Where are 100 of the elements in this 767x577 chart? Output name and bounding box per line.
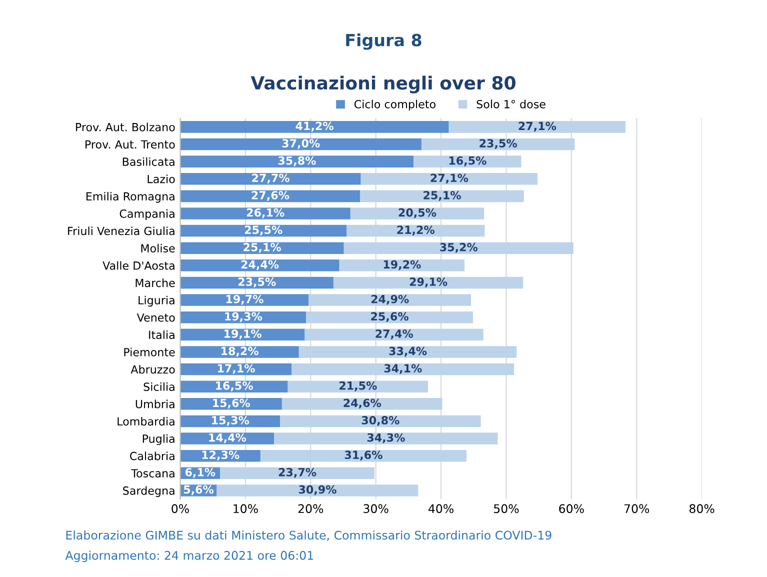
data-label: 27,1% <box>430 174 468 184</box>
data-label: 21,5% <box>340 381 377 392</box>
data-label: 16,5% <box>216 381 253 392</box>
data-label: 21,2% <box>397 226 435 236</box>
bar <box>448 121 626 133</box>
data-label: 23,5% <box>238 278 276 288</box>
y-tick-label: Italia <box>149 330 174 340</box>
data-label: 23,7% <box>278 468 316 478</box>
bar <box>360 172 538 185</box>
data-label: 27,6% <box>252 191 290 201</box>
bar <box>304 328 484 341</box>
bar <box>180 121 449 133</box>
data-label: 24,6% <box>344 398 382 409</box>
y-tick-label: Marche <box>136 278 175 288</box>
y-tick-label: Umbria <box>136 400 174 408</box>
y-tick-label: Toscana <box>131 469 174 478</box>
data-label: 25,1% <box>244 242 281 253</box>
y-tick-label: Molise <box>141 244 175 252</box>
bar <box>180 260 340 272</box>
data-label: 26,1% <box>246 208 284 218</box>
data-label: 19,2% <box>384 260 421 270</box>
data-label: 27,1% <box>518 122 556 132</box>
text: Elaborazione GIMBE su dati Ministero Salute, Commissario Straordinario COVID-19 <box>66 530 552 541</box>
data-label: 27,7% <box>252 174 290 184</box>
y-tick-label: Friuli Venezia Giulia <box>68 226 174 236</box>
y-tick-label: Prov. Aut. Bolzano <box>76 122 175 132</box>
bar <box>180 138 422 150</box>
data-label: 27,4% <box>376 329 414 340</box>
bar <box>344 242 574 254</box>
x-tick-label: 50% <box>494 504 519 514</box>
y-tick-label: Puglia <box>142 434 174 446</box>
x-tick-label: 80% <box>689 504 714 514</box>
bar <box>298 346 517 358</box>
bar <box>350 208 484 220</box>
x-tick-label: 40% <box>428 504 454 514</box>
y-tick-label: Emilia Romagna <box>86 192 174 203</box>
data-label: 25,6% <box>371 312 408 322</box>
y-tick-label: Sicilia <box>144 382 174 391</box>
data-label: 25,1% <box>424 191 461 201</box>
y-tick-label: Veneto <box>136 313 175 322</box>
y-tick-label: Prov. Aut. Trento <box>86 140 175 149</box>
data-label: 41,2% <box>296 122 334 132</box>
bar <box>346 224 485 237</box>
y-tick-label: Lombardia <box>118 416 174 426</box>
x-tick-label: 60% <box>559 504 584 514</box>
data-label: 35,2% <box>440 242 478 253</box>
bar <box>339 260 464 272</box>
bar <box>216 484 418 496</box>
data-label: 12,3% <box>202 450 240 460</box>
bar <box>180 224 346 237</box>
bar <box>220 467 375 480</box>
x-tick-label: 70% <box>624 504 650 514</box>
data-label: 24,4% <box>241 260 279 270</box>
y-tick-label: Lazio <box>148 174 175 184</box>
data-label: 34,3% <box>367 433 405 444</box>
bar <box>180 208 350 220</box>
x-tick-label: 20% <box>298 504 324 514</box>
bar <box>180 380 288 392</box>
data-label: 29,1% <box>410 278 448 288</box>
bar <box>360 190 524 202</box>
data-label: 19,3% <box>225 312 262 322</box>
bar <box>274 432 498 444</box>
bar <box>421 138 575 150</box>
data-label: 23,5% <box>480 139 517 149</box>
bar <box>280 415 481 428</box>
y-tick-label: Abruzzo <box>130 365 175 374</box>
chart-title: Figura 8 <box>346 33 422 50</box>
data-label: 25,5% <box>244 226 282 236</box>
bar <box>180 276 334 289</box>
bar <box>288 380 428 392</box>
data-label: 14,4% <box>209 433 246 444</box>
bar <box>308 294 472 306</box>
bar <box>292 363 514 376</box>
y-tick-label: Calabria <box>130 452 174 460</box>
bar <box>306 311 473 324</box>
text: Aggiornamento: 24 marzo 2021 ore 06:01 <box>65 550 314 562</box>
data-label: 35,8% <box>278 156 316 166</box>
bar <box>180 432 274 444</box>
data-label: 16,5% <box>449 156 486 166</box>
data-label: 24,9% <box>371 294 409 305</box>
data-label: 20,5% <box>398 208 436 218</box>
x-tick-label: 0% <box>172 504 189 514</box>
bar <box>180 172 361 185</box>
data-label: 18,2% <box>222 346 258 357</box>
y-tick-label: Campania <box>120 209 174 220</box>
data-label: 17,1% <box>218 364 255 374</box>
data-label: 19,7% <box>226 294 264 305</box>
data-label: 15,3% <box>212 416 250 426</box>
data-label: 19,1% <box>224 329 262 340</box>
data-label: 37,0% <box>282 139 320 149</box>
bar <box>260 450 466 462</box>
bar <box>333 276 524 289</box>
x-tick-label: 30% <box>364 504 388 514</box>
bar <box>180 346 299 358</box>
bar <box>180 242 344 254</box>
legend-label: Solo 1° dose <box>476 100 546 108</box>
bar <box>180 294 309 306</box>
y-tick-label: Piemonte <box>124 348 175 356</box>
bar <box>180 156 414 168</box>
data-label: 33,4% <box>389 346 427 357</box>
